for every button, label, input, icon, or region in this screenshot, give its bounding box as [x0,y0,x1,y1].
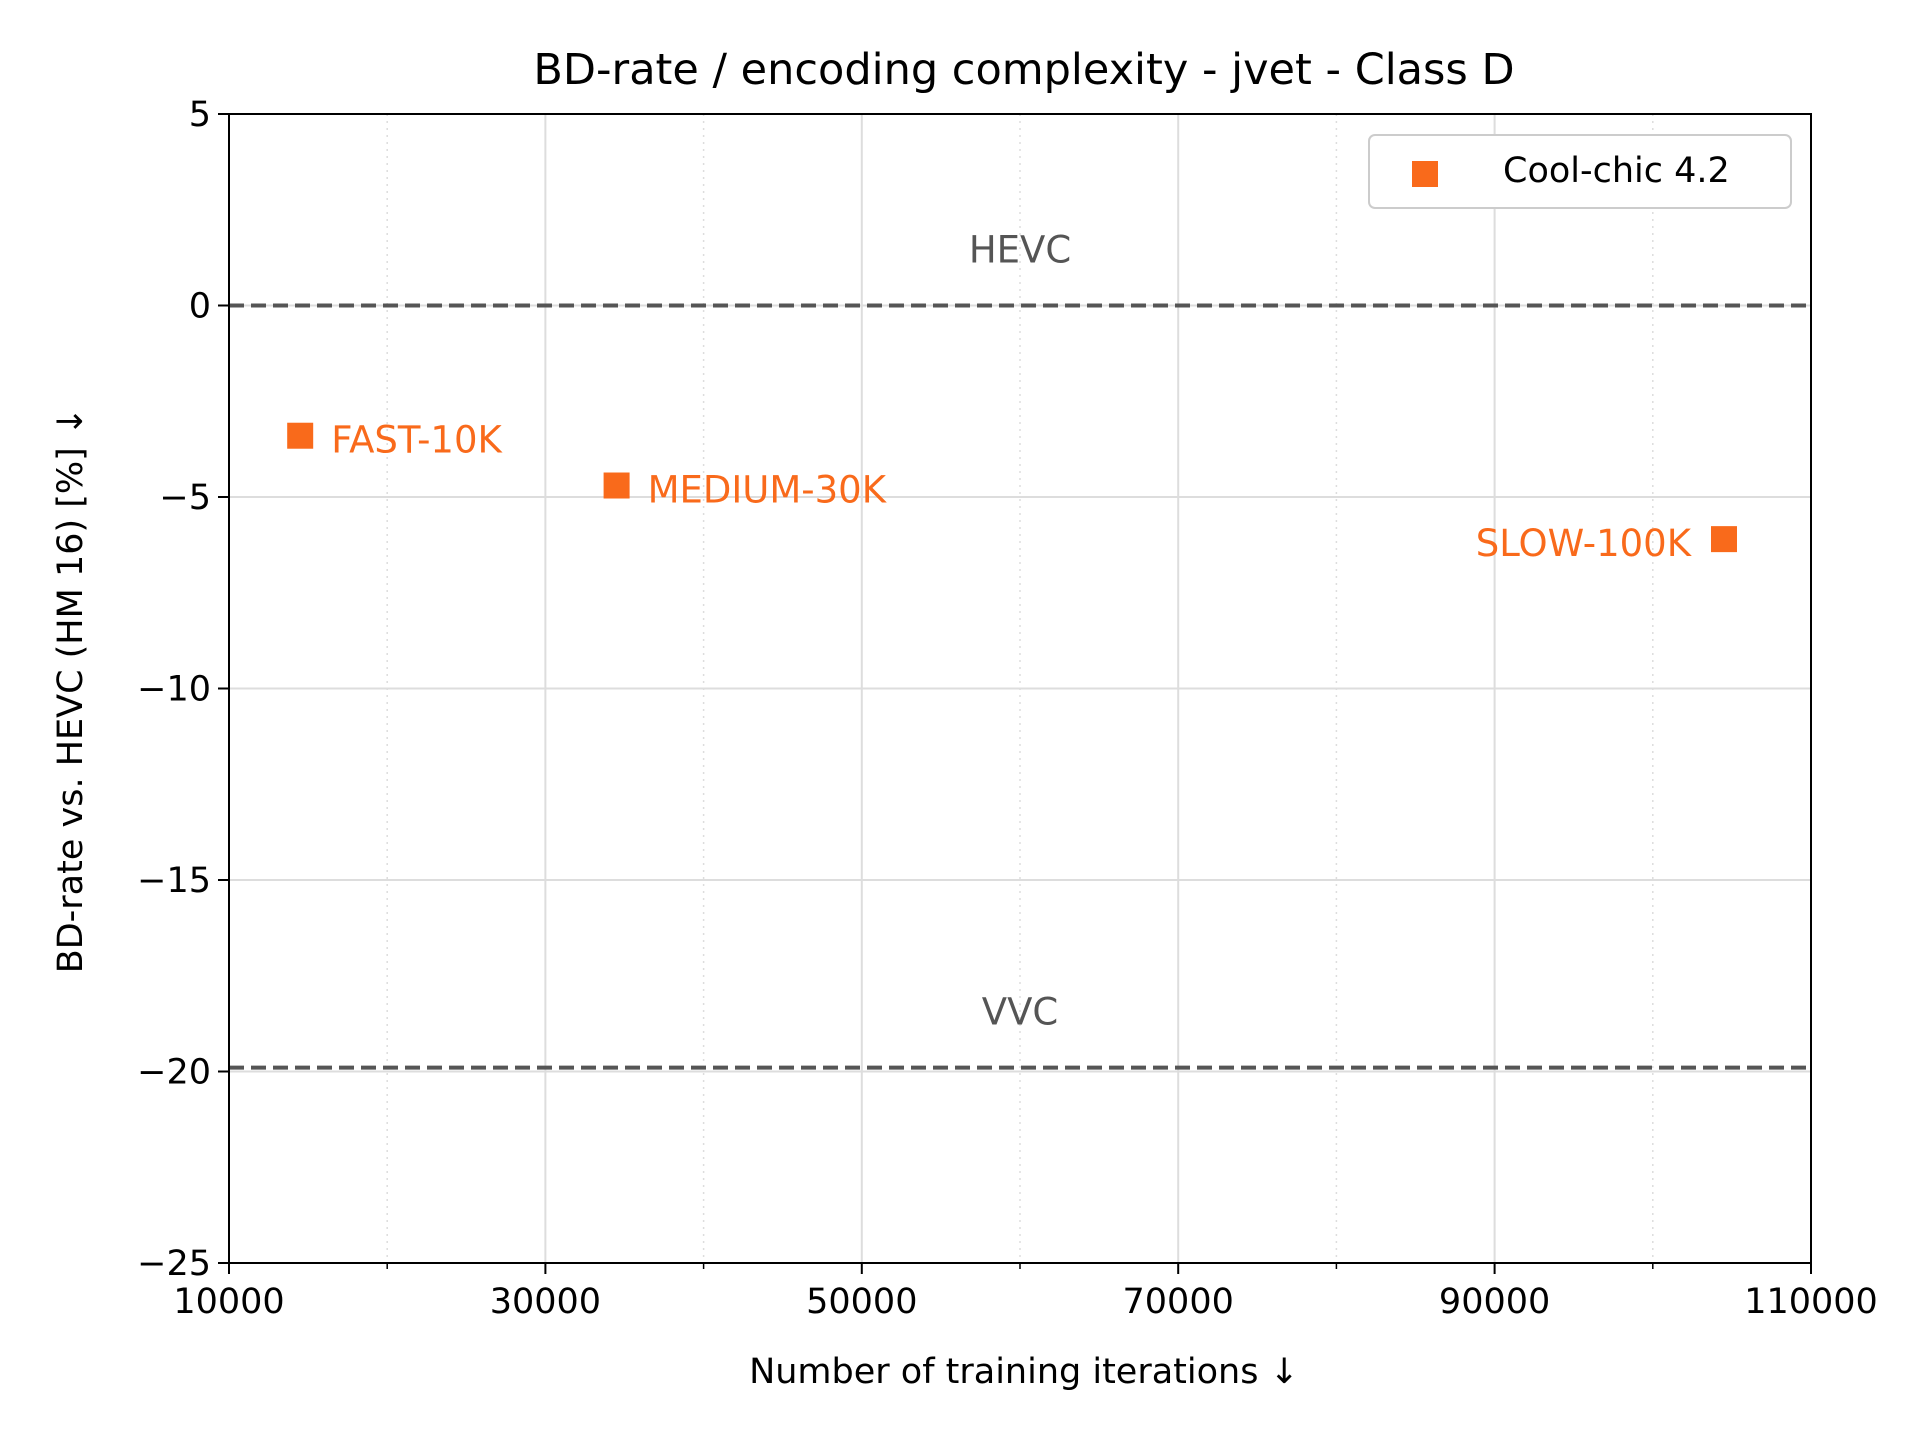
data-point-medium-30k [603,472,630,499]
legend-label-cool-chic: Cool-chic 4.2 [1503,151,1730,191]
y-tick-label: −25 [137,1244,211,1284]
data-point-slow-100k [1710,526,1737,553]
y-tick-label: −20 [137,1053,211,1093]
reference-label-vvc: VVC [982,991,1058,1034]
x-tick-label: 30000 [490,1282,601,1322]
y-tick-label: −5 [159,478,211,518]
chart-title: BD-rate / encoding complexity - jvet - C… [533,45,1514,95]
x-axis-label: Number of training iterations ↓ [749,1352,1299,1392]
data-label-medium-30k: MEDIUM-30K [648,469,888,512]
legend: Cool-chic 4.2 [1368,134,1792,209]
x-tick-label: 110000 [1744,1282,1878,1322]
x-tick-label: 90000 [1439,1282,1550,1322]
reference-label-hevc: HEVC [969,229,1071,272]
y-axis-label: BD-rate vs. HEVC (HM 16) [%] ↓ [51,407,91,974]
data-label-slow-100k: SLOW-100K [1476,522,1693,565]
data-point-fast-10k [287,422,314,449]
axis-ticks: 10000 30000 50000 70000 90000 110000 5 0 −5 −10 −1… [137,95,1878,1322]
y-tick-label: −10 [137,670,211,710]
y-tick-label: 5 [189,95,211,135]
y-tick-label: 0 [189,287,211,327]
y-tick-label: −15 [137,861,211,901]
x-tick-label: 50000 [806,1282,917,1322]
legend-box [1368,134,1792,209]
reference-lines: HEVC VVC [229,229,1811,1070]
x-tick-label: 10000 [173,1282,284,1322]
legend-marker [1412,161,1438,187]
data-points: FAST-10K MEDIUM-30K SLOW-100K [287,419,1737,565]
x-tick-label: 70000 [1123,1282,1234,1322]
data-label-fast-10k: FAST-10K [331,419,503,462]
